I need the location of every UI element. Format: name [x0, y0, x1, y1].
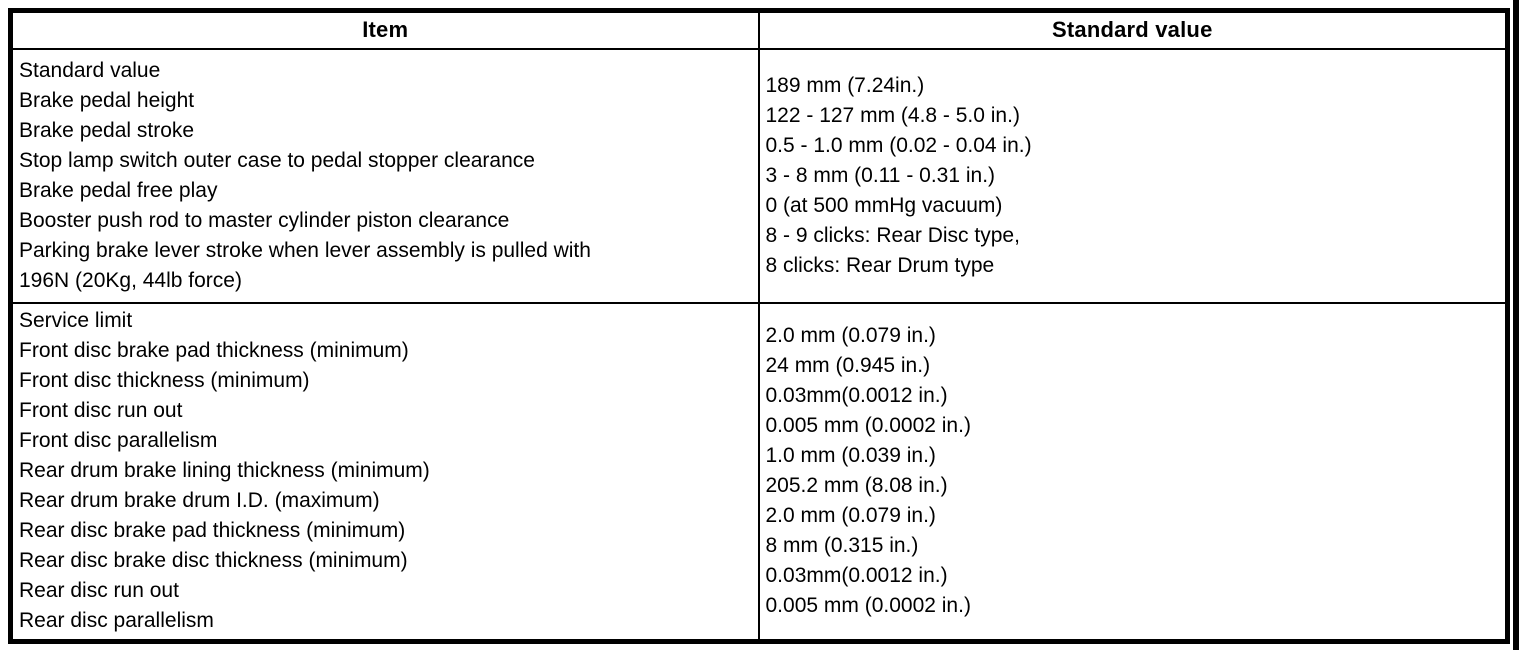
spec-table: Item Standard value Standard value Brake … — [8, 8, 1510, 644]
cell-line: Rear drum brake lining thickness (minimu… — [19, 459, 430, 483]
table-row-service-limits: Service limit Front disc brake pad thickn… — [9, 301, 1509, 643]
cell-line: 2.0 mm (0.079 in.) — [765, 504, 936, 528]
value-cell: 189 mm (7.24in.) 122 - 127 mm (4.8 - 5.0 … — [757, 47, 1509, 304]
cell-line: Standard value — [19, 58, 161, 82]
cell-line: 1.0 mm (0.039 in.) — [765, 444, 936, 468]
cell-line: 8 mm (0.315 in.) — [765, 534, 919, 558]
cell-line: Booster push rod to master cylinder pist… — [19, 208, 510, 232]
cell-line: Stop lamp switch outer case to pedal sto… — [19, 148, 535, 172]
cell-line: Parking brake lever stroke when lever as… — [19, 238, 591, 262]
cell-line: 196N (20Kg, 44lb force) — [19, 268, 242, 292]
cell-line: 8 clicks: Rear Drum type — [765, 253, 995, 277]
item-cell-lines: Standard value Brake pedal height Brake pe… — [19, 56, 752, 296]
cell-line: Rear disc parallelism — [19, 609, 214, 633]
cell-line: 0.005 mm (0.0002 in.) — [765, 414, 971, 438]
cell-line: 24 mm (0.945 in.) — [765, 354, 931, 378]
cell-line: 0.03mm(0.0012 in.) — [765, 384, 948, 408]
cell-line: 189 mm (7.24in.) — [765, 73, 925, 97]
page-edge-line — [1513, 0, 1519, 650]
cell-line: Rear disc brake disc thickness (minimum) — [19, 549, 408, 573]
cell-line: 205.2 mm (8.08 in.) — [765, 474, 948, 498]
header-row: Item Standard value — [9, 9, 1509, 50]
value-cell: 2.0 mm (0.079 in.) 24 mm (0.945 in.) 0.03m… — [757, 301, 1509, 643]
item-cell: Service limit Front disc brake pad thickn… — [9, 301, 760, 643]
cell-line: Brake pedal height — [19, 88, 195, 112]
cell-line: 0.03mm(0.0012 in.) — [765, 564, 948, 588]
cell-line: Rear disc run out — [19, 579, 179, 603]
cell-line: Front disc brake pad thickness (minimum) — [19, 339, 409, 363]
item-cell: Standard value Brake pedal height Brake pe… — [9, 47, 760, 304]
cell-line: Rear drum brake drum I.D. (maximum) — [19, 489, 380, 513]
value-cell-lines: 189 mm (7.24in.) 122 - 127 mm (4.8 - 5.0 … — [766, 71, 1500, 281]
cell-line: 122 - 127 mm (4.8 - 5.0 in.) — [765, 103, 1020, 127]
column-header-standard-value: Standard value — [757, 9, 1509, 50]
cell-line: Rear disc brake pad thickness (minimum) — [19, 519, 406, 543]
column-header-item: Item — [9, 9, 760, 50]
cell-line: 8 - 9 clicks: Rear Disc type, — [765, 223, 1020, 247]
table-row-standard-values: Standard value Brake pedal height Brake pe… — [9, 47, 1509, 304]
cell-line: Service limit — [19, 309, 133, 333]
cell-line: Brake pedal free play — [19, 178, 218, 202]
cell-line: 0.5 - 1.0 mm (0.02 - 0.04 in.) — [765, 133, 1032, 157]
cell-line: 2.0 mm (0.079 in.) — [765, 324, 936, 348]
cell-line: 0.005 mm (0.0002 in.) — [765, 594, 971, 618]
item-cell-lines: Service limit Front disc brake pad thickn… — [19, 306, 752, 636]
cell-line: Front disc thickness (minimum) — [19, 369, 310, 393]
cell-line: 3 - 8 mm (0.11 - 0.31 in.) — [765, 163, 996, 187]
cell-line: Brake pedal stroke — [19, 118, 195, 142]
cell-line: Front disc parallelism — [19, 429, 218, 453]
value-cell-lines: 2.0 mm (0.079 in.) 24 mm (0.945 in.) 0.03m… — [766, 321, 1500, 621]
cell-line: Front disc run out — [19, 399, 183, 423]
cell-line: 0 (at 500 mmHg vacuum) — [765, 193, 1003, 217]
